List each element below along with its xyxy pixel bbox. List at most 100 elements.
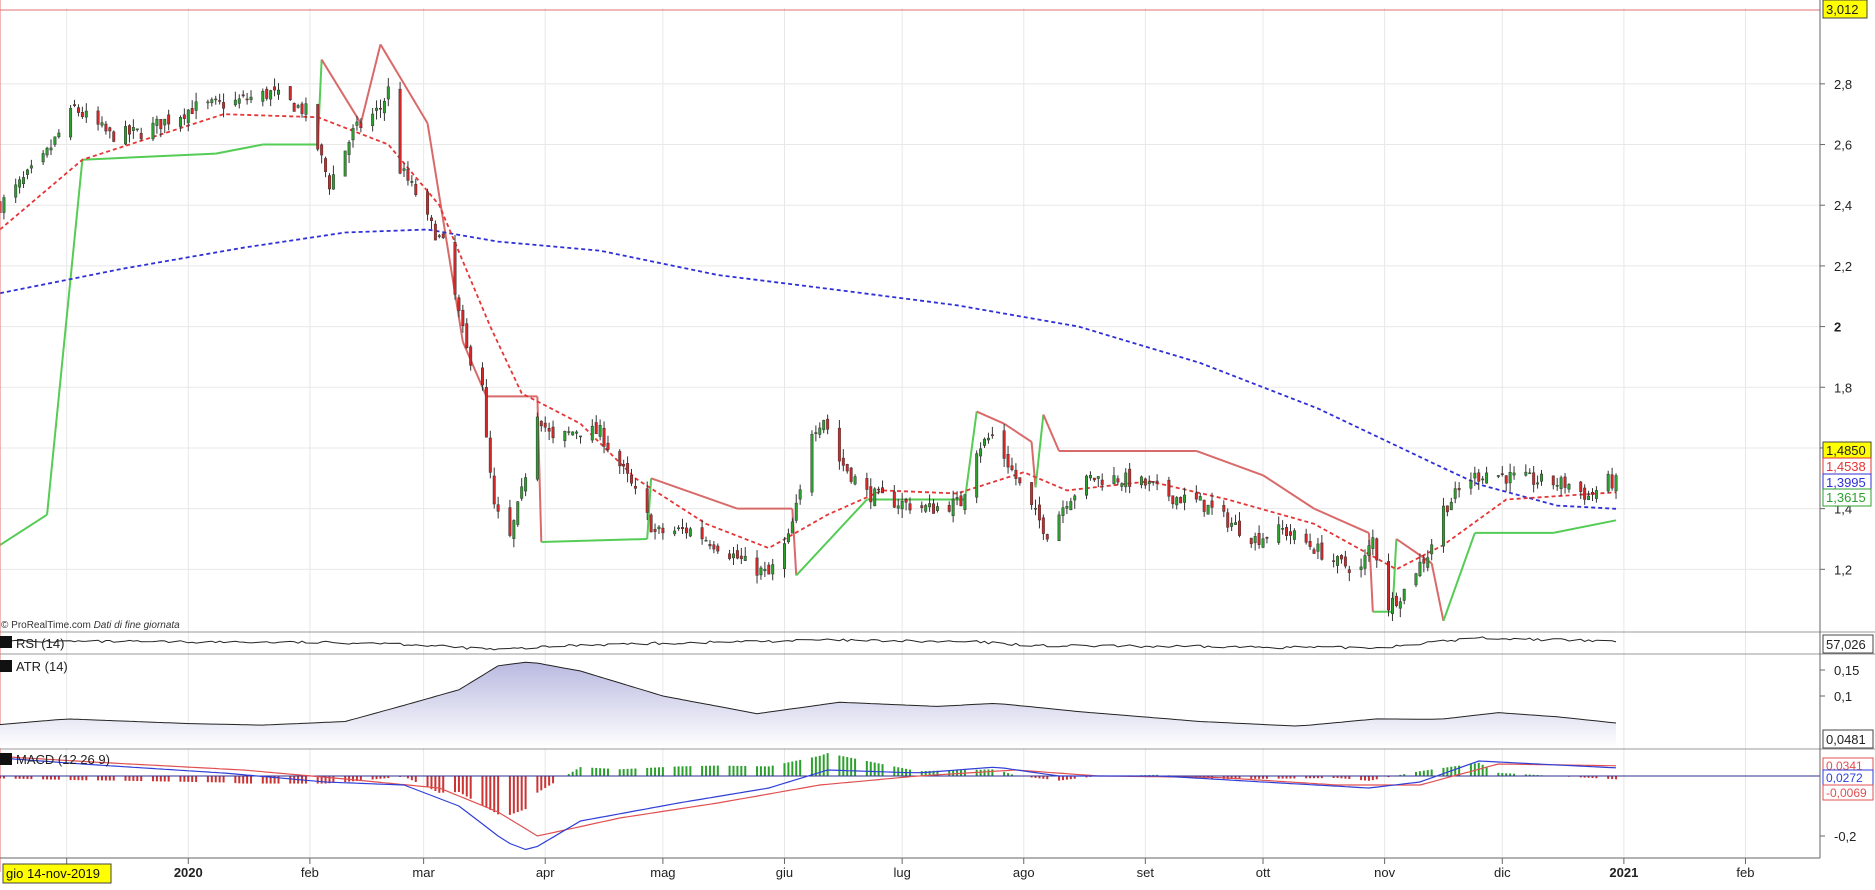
candle-body (1155, 480, 1159, 483)
candle-body (1171, 495, 1175, 505)
macd-histogram-bar (948, 770, 951, 776)
candle-body (331, 174, 335, 190)
candle-body (1167, 479, 1171, 497)
candle-body (163, 118, 167, 126)
candle-body (1504, 475, 1508, 484)
candle-body (1375, 538, 1379, 561)
candle-body (437, 235, 441, 237)
candle-body (1591, 491, 1594, 495)
candle-body (1481, 478, 1485, 481)
crosshair-price-badge (1822, 0, 1868, 19)
macd-histogram-bar (1615, 776, 1618, 780)
candle-body (1018, 477, 1022, 484)
candle-body (1453, 488, 1457, 499)
price-tick-label: 2,8 (1834, 77, 1852, 92)
candle-body (1422, 558, 1426, 564)
stop-line-segment (359, 44, 382, 124)
macd-histogram-bar (1387, 776, 1390, 778)
candle-body (1092, 477, 1096, 481)
candle-body (983, 438, 986, 446)
macd-histogram-bar (1344, 776, 1347, 779)
macd-histogram-bar (1007, 773, 1010, 776)
candle-body (606, 442, 610, 450)
macd-histogram-bar (1485, 766, 1488, 776)
price-tick-label: 2 (1834, 320, 1841, 335)
macd-histogram-bar (269, 776, 272, 784)
macd-panel[interactable]: MACD (12 26 9) (0, 748, 1875, 851)
candle-body (790, 521, 794, 534)
macd-histogram-bar (151, 776, 154, 782)
candle-body (1010, 465, 1014, 470)
macd-histogram-bar (1069, 776, 1072, 780)
candle-body (1100, 479, 1104, 485)
macd-histogram-bar (1458, 765, 1461, 776)
macd-histogram-bar (222, 776, 225, 783)
macd-histogram-bar (163, 776, 166, 782)
macd-histogram-bar (795, 760, 798, 776)
candle-body (1261, 538, 1265, 548)
candle-body (186, 109, 190, 124)
macd-histogram-bar (0, 776, 1, 779)
candle-body (1073, 495, 1077, 501)
candle-body (849, 467, 853, 482)
candle-body (53, 136, 57, 145)
candle-body (1390, 598, 1394, 614)
macd-histogram-bar (1046, 776, 1049, 780)
candle-body (277, 89, 280, 95)
candle-body (1430, 544, 1434, 555)
candle-body (622, 464, 626, 467)
macd-histogram-bar (854, 758, 857, 776)
last-value-label: 1,4538 (1826, 459, 1866, 474)
candle-body (759, 567, 763, 576)
macd-histogram-bar (49, 776, 52, 780)
candle-body (426, 191, 430, 215)
stop-line-segment (0, 513, 48, 546)
macd-histogram-bar (579, 767, 582, 776)
candle-body (1096, 476, 1100, 479)
candle-body (1234, 522, 1238, 525)
candle-body (379, 107, 382, 110)
candle-body (837, 427, 841, 462)
candle-body (1414, 573, 1418, 586)
candle-body (1536, 482, 1540, 485)
candle-body (245, 98, 249, 101)
candle-body (1555, 485, 1559, 487)
macd-histogram-bar (14, 776, 17, 779)
price-panel[interactable]: © ProRealTime.com Dati di fine giornata (0, 0, 1820, 872)
atr-panel[interactable]: ATR (14) (0, 653, 1875, 748)
macd-histogram-bar (1230, 776, 1233, 780)
macd-histogram-bar (952, 770, 955, 776)
time-tick-label: set (1137, 865, 1155, 880)
candle-body (841, 457, 845, 466)
candle-body (484, 387, 488, 438)
candle-body (959, 495, 963, 507)
macd-histogram-bar (352, 776, 355, 782)
macd-histogram-bar (195, 776, 198, 782)
candle-body (1179, 496, 1183, 504)
rsi-value-label: 57,026 (1826, 637, 1866, 652)
stop-line-segment (1034, 414, 1045, 488)
candle-body (1238, 520, 1241, 536)
rsi-panel[interactable]: RSI (14) (0, 631, 1875, 651)
candle-body (1006, 453, 1010, 468)
candle-body (935, 506, 939, 511)
time-tick-label: 2021 (1609, 865, 1638, 880)
candle-body (975, 453, 979, 498)
candle-body (575, 431, 579, 434)
candle-body (410, 181, 414, 183)
candle-body (1292, 530, 1296, 540)
candle-body (853, 476, 857, 485)
candle-body (547, 427, 551, 432)
macd-histogram-bar (814, 756, 817, 776)
candle-body (104, 123, 108, 132)
candle-body (892, 491, 896, 508)
candle-body (1045, 534, 1049, 540)
macd-histogram-bar (1234, 776, 1237, 780)
macd-histogram-bar (1003, 771, 1006, 776)
time-tick-label: apr (536, 865, 555, 880)
macd-histogram-bar (897, 767, 900, 776)
macd-histogram-bar (77, 776, 80, 781)
macd-histogram-bar (1313, 776, 1316, 779)
